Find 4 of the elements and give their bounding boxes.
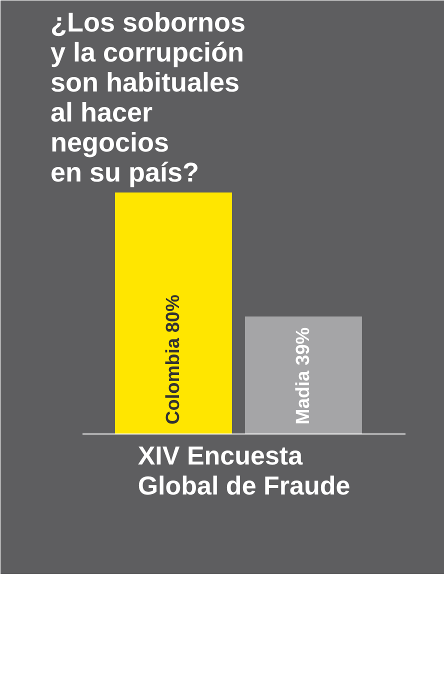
text: XIV Encuesta Global de Fraude bbox=[138, 440, 350, 500]
data-label: Colombia 80% bbox=[162, 294, 184, 424]
data-label: Madia 39% bbox=[292, 327, 314, 424]
chart-title: ¿Los sobornos y la corrupción son habituales al hacer negocios en su país? bbox=[50, 8, 246, 188]
